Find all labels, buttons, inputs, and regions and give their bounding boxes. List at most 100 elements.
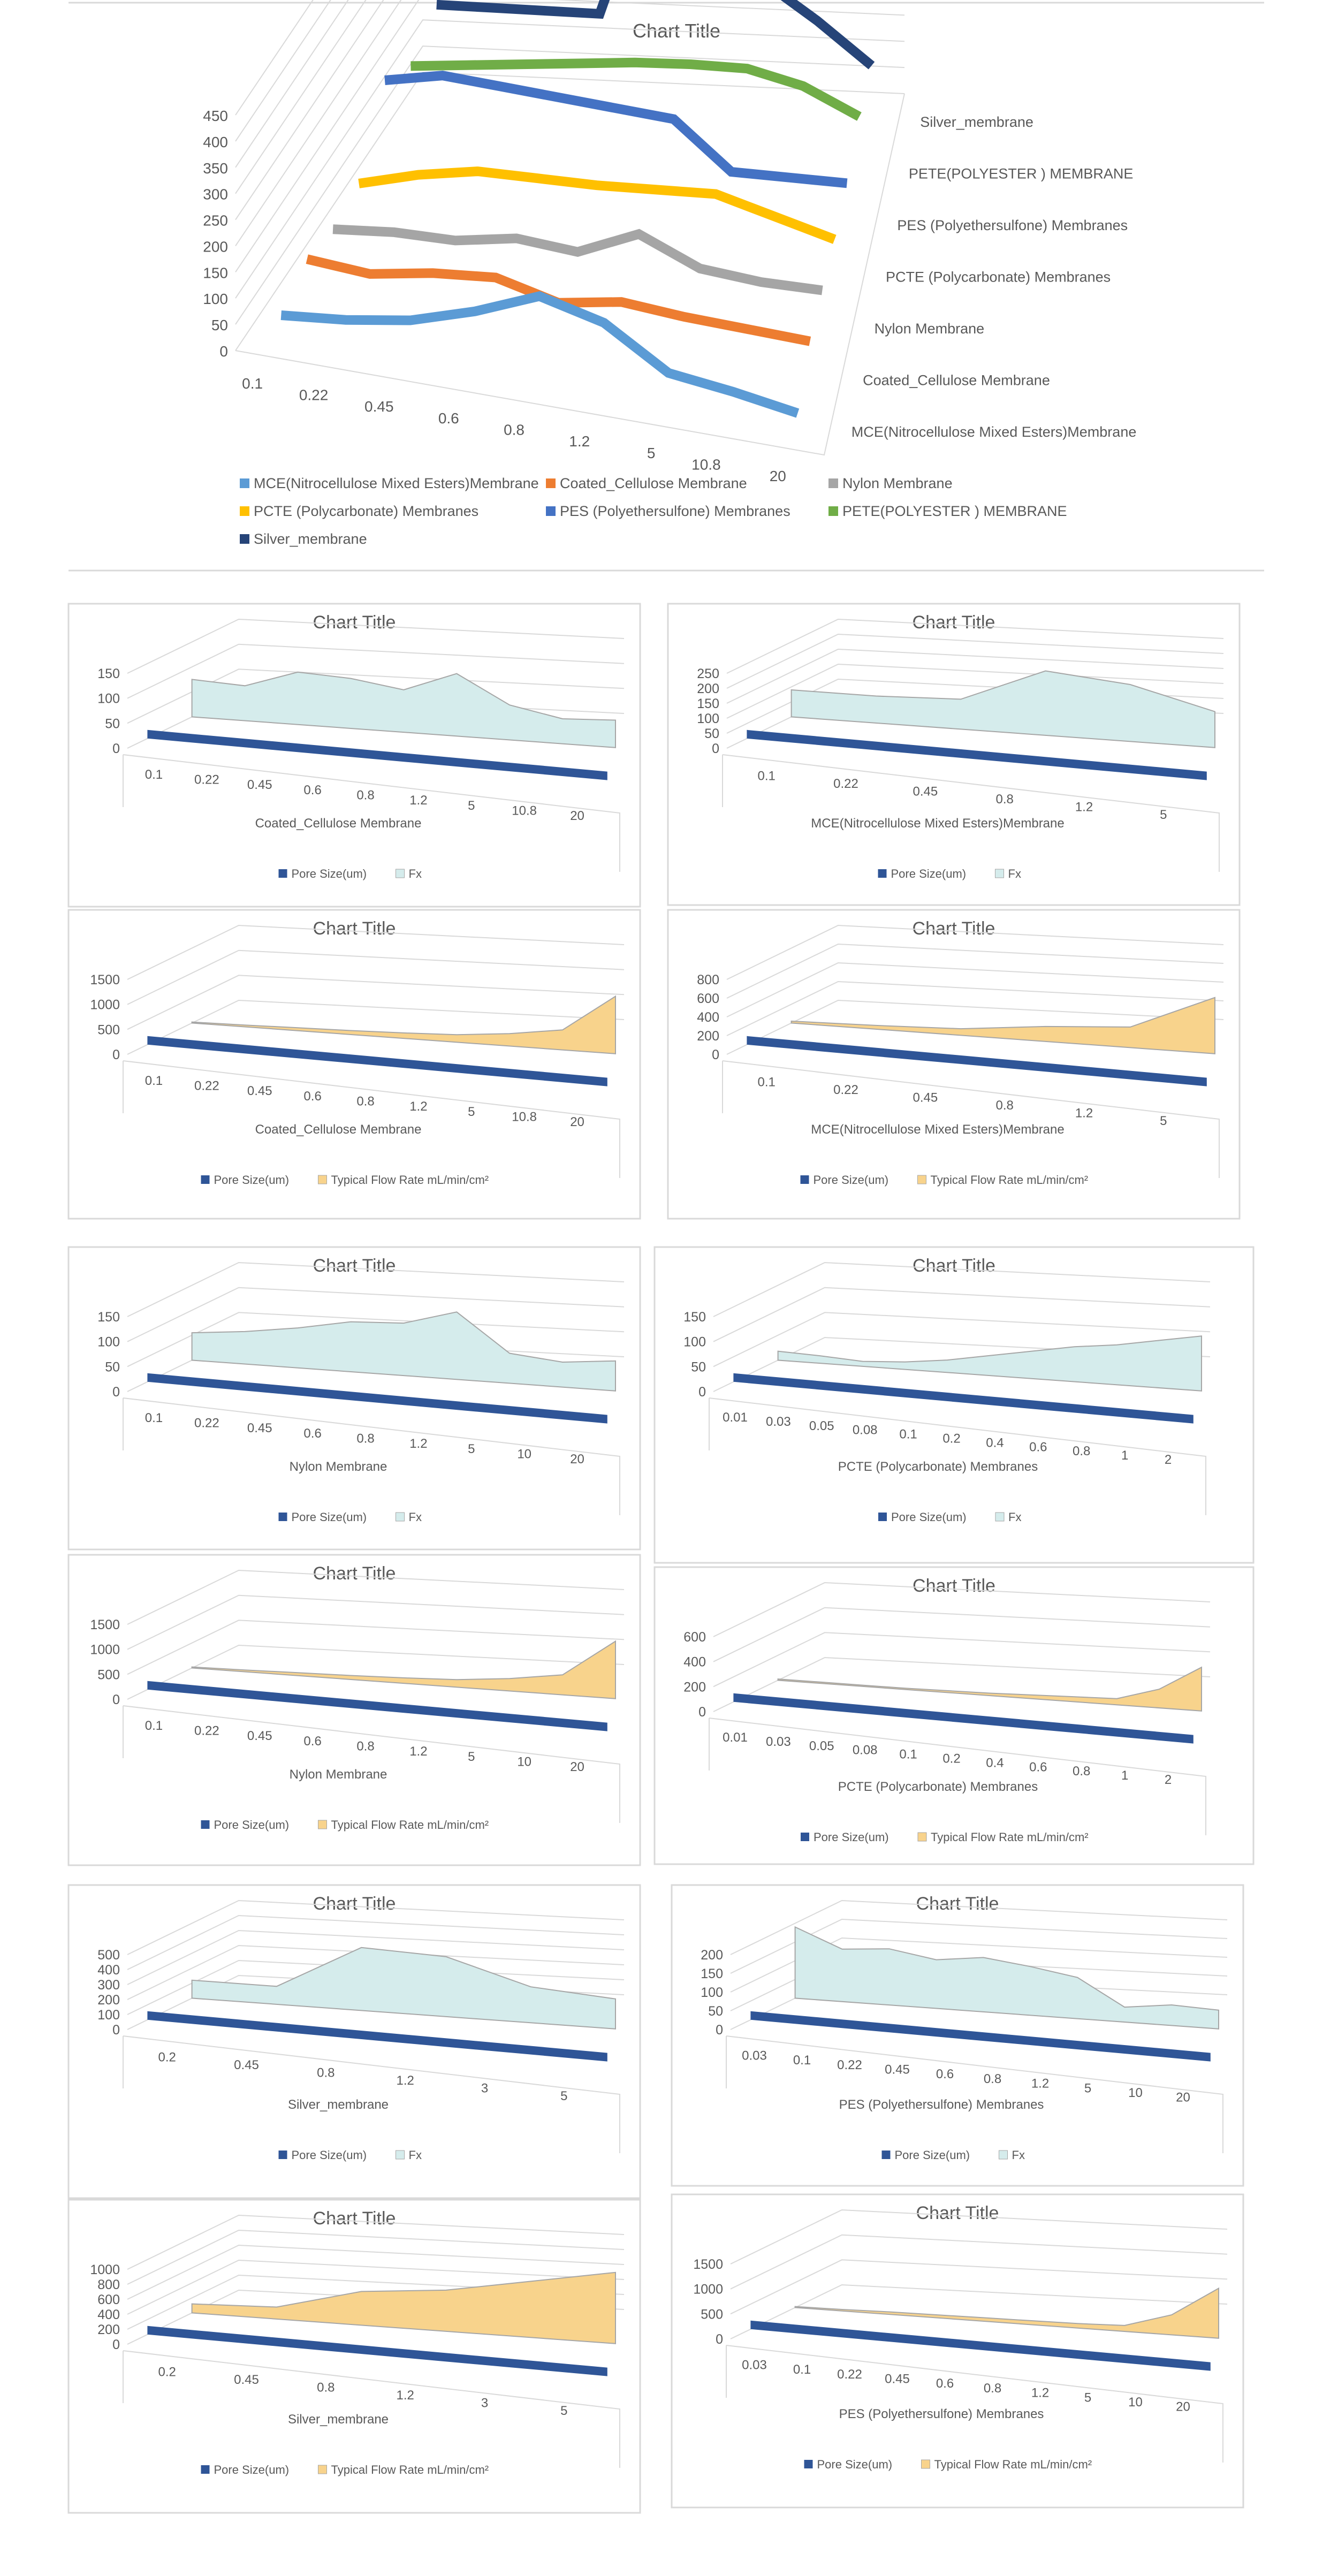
x-tick-label: 0.8 — [995, 1098, 1013, 1113]
gridline — [127, 618, 625, 674]
x-axis-title: Silver_membrane — [288, 2098, 389, 2112]
x-tick-label: 0.6 — [1029, 1760, 1047, 1774]
small-chart-5: Chart Title 0 50 100 150 0.1 0.22 0.45 0.6 0.8 1.2… — [67, 1246, 641, 1551]
x-tick-label: 0.22 — [194, 1416, 219, 1431]
y-tick-label: 100 — [683, 1335, 706, 1350]
legend-swatch — [318, 2465, 327, 2474]
gridlines — [713, 1582, 1211, 1712]
main-y-tick-label: 350 — [203, 160, 228, 177]
y-tick-label: 1500 — [90, 1617, 120, 1632]
gridline — [127, 668, 625, 724]
series-area — [191, 995, 616, 1054]
legend-swatch — [278, 1513, 287, 1521]
pore-size-bar — [750, 2011, 1211, 2062]
gridline — [726, 999, 1224, 1055]
gridlines — [713, 1262, 1211, 1392]
gridline — [713, 1656, 1211, 1712]
x-tick-label: 5 — [1160, 808, 1167, 822]
gridline — [127, 1262, 625, 1317]
main-chart-gridlines — [235, 0, 905, 456]
legend-swatch — [318, 1175, 327, 1184]
main-legend-label: MCE(Nitrocellulose Mixed Esters)Membrane — [254, 475, 539, 491]
floor-edge — [123, 1705, 620, 1823]
main-legend-label: Silver_membrane — [254, 531, 367, 547]
floor-edge — [123, 1060, 620, 1178]
y-tick-label: 800 — [97, 2277, 120, 2292]
x-tick-label: 10 — [1128, 2395, 1143, 2410]
x-tick-label: 0.8 — [1073, 1764, 1090, 1779]
y-tick-label: 100 — [701, 1985, 723, 2000]
legend-label: Fx — [409, 2148, 422, 2162]
main-x-tick-label: 0.6 — [438, 410, 459, 427]
gridline — [730, 2284, 1228, 2339]
x-tick-label: 5 — [468, 1750, 475, 1764]
y-tick-label: 0 — [112, 1047, 120, 1062]
x-tick-label: 0.2 — [942, 1432, 960, 1446]
y-tick-label: 200 — [697, 681, 719, 696]
legend-swatch — [318, 1820, 327, 1829]
x-tick-label: 20 — [570, 1760, 584, 1774]
legend-swatch — [878, 869, 887, 878]
gridline — [127, 999, 625, 1055]
y-tick-label: 50 — [105, 716, 120, 731]
gridline — [730, 2259, 1228, 2315]
y-tick-label: 50 — [691, 1359, 706, 1374]
x-tick-label: 0.1 — [145, 768, 163, 782]
x-tick-label: 0.05 — [809, 1739, 834, 1753]
x-tick-label: 1.2 — [409, 793, 427, 808]
gridline — [713, 1287, 1211, 1342]
main-x-tick-label: 0.1 — [242, 375, 263, 392]
legend-label: Pore Size(um) — [214, 1818, 290, 1832]
x-tick-label: 0.05 — [809, 1419, 834, 1433]
small-chart-6: Chart Title 0 50 100 150 0.01 0.03 0.05 0.08 0.1 0… — [653, 1246, 1255, 1564]
main-y-tick-label: 0 — [219, 343, 228, 360]
gridline — [127, 2259, 625, 2315]
x-tick-label: 0.2 — [158, 2050, 176, 2064]
legend-label: Typical Flow Rate mL/min/cm² — [931, 1830, 1089, 1844]
x-tick-label: 1.2 — [1031, 2077, 1049, 2091]
gridline — [127, 1914, 625, 1970]
legend-swatch — [828, 506, 838, 516]
x-tick-label: 2 — [1165, 1773, 1172, 1787]
gridline — [127, 1312, 625, 1367]
x-tick-label: 5 — [1084, 2081, 1091, 2095]
series-area — [777, 1335, 1202, 1392]
legend-swatch — [878, 1513, 887, 1521]
main-x-tick-label: 20 — [770, 468, 786, 484]
x-tick-label: 3 — [481, 2081, 488, 2095]
gridline — [713, 1607, 1211, 1662]
floor-edge — [726, 2035, 1223, 2153]
series-area — [191, 1947, 616, 2030]
main-x-tick-label: 0.22 — [299, 387, 329, 404]
y-tick-label: 200 — [97, 1993, 120, 2008]
legend-swatch — [396, 2150, 405, 2160]
y-tick-label: 50 — [105, 1359, 120, 1374]
x-tick-label: 0.8 — [356, 1095, 374, 1109]
x-tick-label: 5 — [560, 2404, 567, 2418]
legend-swatch — [396, 1512, 405, 1522]
pore-size-bar — [747, 1036, 1207, 1086]
x-axis-title: MCE(Nitrocellulose Mixed Esters)Membrane — [811, 1122, 1064, 1137]
x-tick-label: 0.45 — [913, 1090, 938, 1105]
gridline — [127, 924, 625, 980]
x-tick-label: 1.2 — [396, 2073, 414, 2088]
y-tick-label: 0 — [712, 741, 719, 756]
gridline — [127, 2229, 625, 2285]
x-axis-title: Nylon Membrane — [290, 1767, 387, 1782]
small-chart-3: Chart Title 0 500 1000 1500 0.1 0.22 0.45 0.6 0.8… — [67, 909, 641, 1220]
gridline — [127, 1959, 625, 2015]
floor-edge — [722, 1060, 1220, 1178]
legend-label: Pore Size(um) — [814, 1830, 889, 1844]
main-y-tick-label: 200 — [203, 238, 228, 255]
legend-swatch — [278, 869, 287, 878]
x-tick-label: 0.6 — [936, 2067, 954, 2081]
main-y-tick-label: 400 — [203, 134, 228, 150]
main-series-line — [410, 57, 862, 121]
legend-swatch — [240, 534, 249, 544]
legend-swatch — [240, 506, 249, 516]
legend-swatch — [546, 506, 556, 516]
floor-edge — [123, 2350, 620, 2468]
legend-swatch — [801, 1833, 809, 1841]
legend-swatch — [828, 478, 838, 488]
